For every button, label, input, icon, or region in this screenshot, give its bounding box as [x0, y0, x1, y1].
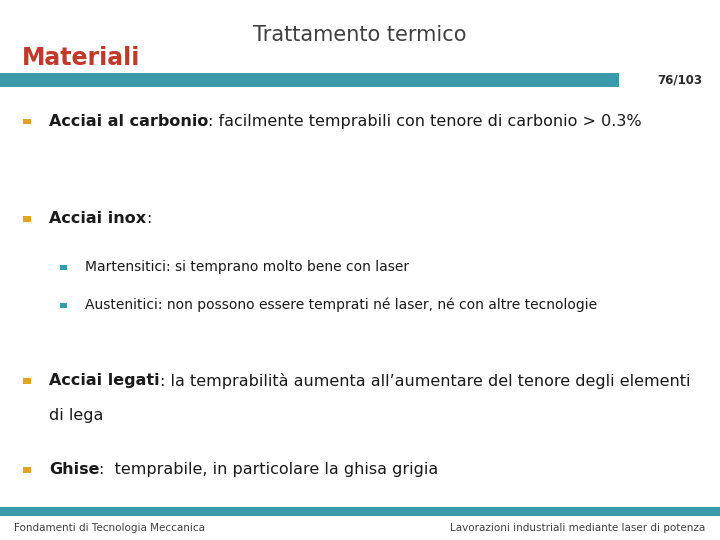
Text: : facilmente temprabili con tenore di carbonio > 0.3%: : facilmente temprabili con tenore di ca…: [208, 114, 642, 129]
Text: Austenitici: non possono essere temprati né laser, né con altre tecnologie: Austenitici: non possono essere temprati…: [85, 298, 597, 312]
Text: Acciai al carbonio: Acciai al carbonio: [49, 114, 208, 129]
Bar: [23, 378, 32, 383]
Text: Acciai legati: Acciai legati: [49, 373, 160, 388]
Bar: [0, 73, 619, 87]
Text: Martensitici: si temprano molto bene con laser: Martensitici: si temprano molto bene con…: [85, 260, 409, 274]
Text: Materiali: Materiali: [22, 46, 140, 70]
Text: :: :: [146, 211, 151, 226]
Text: di lega: di lega: [49, 408, 104, 423]
Bar: [60, 302, 66, 308]
Text: Lavorazioni industriali mediante laser di potenza: Lavorazioni industriali mediante laser d…: [450, 523, 706, 533]
Text: :  temprabile, in particolare la ghisa grigia: : temprabile, in particolare la ghisa gr…: [99, 462, 438, 477]
Text: Acciai inox: Acciai inox: [49, 211, 146, 226]
Bar: [23, 215, 32, 221]
Bar: [23, 118, 32, 124]
Text: Trattamento termico: Trattamento termico: [253, 25, 467, 45]
Bar: [23, 467, 32, 473]
Text: Ghise: Ghise: [49, 462, 99, 477]
Text: 76/103: 76/103: [657, 73, 702, 86]
Text: : la temprabilità aumenta all’aumentare del tenore degli elementi: : la temprabilità aumenta all’aumentare …: [160, 373, 690, 389]
Text: Fondamenti di Tecnologia Meccanica: Fondamenti di Tecnologia Meccanica: [14, 523, 205, 533]
Bar: [0, 507, 720, 516]
Bar: [60, 265, 66, 269]
